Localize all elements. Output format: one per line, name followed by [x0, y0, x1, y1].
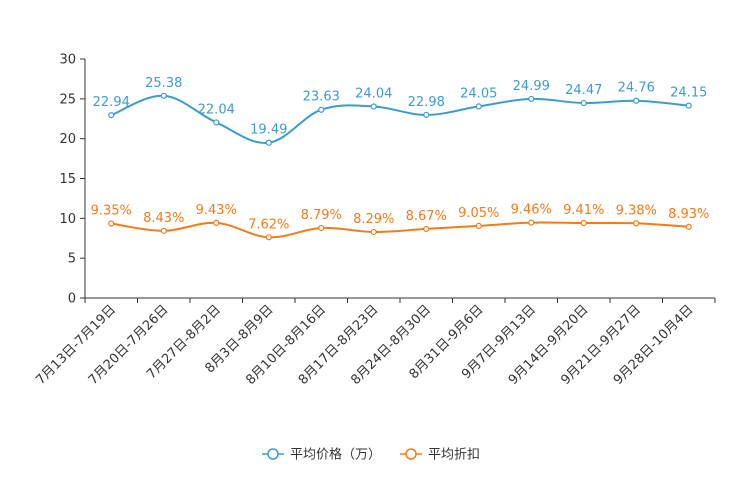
data-label: 23.63 — [303, 90, 340, 105]
data-label: 25.38 — [145, 76, 182, 91]
data-point — [633, 97, 640, 104]
data-label: 8.67% — [406, 209, 447, 224]
data-point — [213, 219, 220, 226]
data-point — [160, 227, 167, 234]
y-tick-label: 10 — [59, 212, 76, 227]
data-label: 9.05% — [458, 206, 499, 221]
data-label: 9.38% — [616, 203, 657, 218]
data-label: 7.62% — [248, 217, 289, 232]
data-label: 9.46% — [511, 203, 552, 218]
data-label: 24.76 — [618, 81, 655, 96]
y-tick-label: 20 — [59, 132, 76, 147]
data-label: 24.99 — [513, 79, 550, 94]
data-point — [423, 225, 430, 233]
legend-marker — [267, 448, 279, 460]
data-point — [265, 139, 272, 146]
legend-marker — [405, 448, 417, 460]
data-point — [370, 228, 377, 236]
data-label: 22.94 — [93, 95, 130, 110]
data-point — [475, 222, 482, 230]
legend-label: 平均价格（万） — [290, 447, 381, 463]
data-label: 9.35% — [91, 204, 132, 219]
data-point — [108, 220, 115, 227]
data-label: 22.04 — [198, 102, 235, 117]
data-point — [528, 219, 535, 226]
data-point — [108, 112, 115, 119]
y-tick-label: 30 — [59, 53, 76, 68]
data-label: 9.43% — [196, 203, 237, 218]
y-tick-label: 5 — [68, 252, 76, 267]
y-tick-label: 25 — [59, 92, 76, 107]
data-point — [580, 219, 587, 227]
y-tick-label: 0 — [68, 292, 76, 307]
data-point — [370, 103, 377, 110]
data-label: 22.98 — [408, 95, 445, 110]
data-point — [633, 220, 640, 227]
data-point — [528, 95, 535, 103]
data-point — [423, 111, 430, 119]
data-label: 19.49 — [250, 123, 287, 138]
legend-label: 平均折扣 — [428, 448, 480, 463]
data-label: 8.93% — [668, 207, 709, 222]
data-point — [685, 102, 692, 109]
data-point — [685, 223, 692, 230]
y-tick-label: 15 — [59, 172, 76, 187]
data-label: 8.79% — [301, 208, 342, 223]
data-label: 8.29% — [353, 212, 394, 227]
data-label: 24.47 — [565, 83, 602, 98]
data-point — [265, 234, 272, 241]
data-point — [475, 103, 482, 110]
data-point — [580, 99, 587, 107]
data-label: 9.41% — [563, 203, 604, 218]
series-line-2 — [111, 221, 689, 239]
data-label: 24.04 — [355, 86, 392, 101]
data-point — [160, 92, 167, 99]
series-line-1 — [110, 94, 689, 144]
data-point — [318, 106, 325, 113]
data-label: 24.15 — [670, 86, 707, 101]
data-label: 24.05 — [460, 86, 497, 101]
data-point — [318, 224, 325, 232]
data-label: 8.43% — [143, 211, 184, 226]
data-point — [213, 119, 220, 126]
